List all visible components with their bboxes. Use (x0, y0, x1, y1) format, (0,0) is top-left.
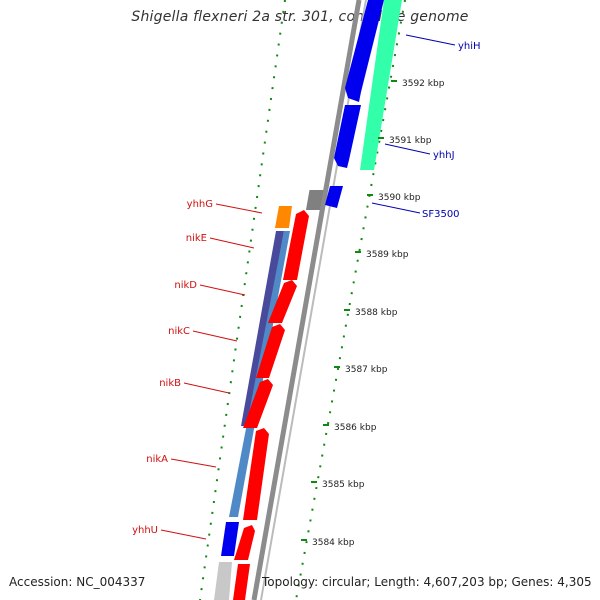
cds-nikD[interactable] (268, 280, 297, 323)
scale-labels: 3592 kbp 3591 kbp 3590 kbp 3589 kbp 3588 kbp… (301, 79, 445, 548)
scale-label-3587-kbp: 3587 kbp (345, 365, 388, 375)
leader-line-nikA (170, 458, 217, 468)
topology-text: Topology: circular; Length: 4,607,203 bp… (262, 575, 592, 589)
gene-label-nikD[interactable]: nikD (174, 280, 197, 291)
leader-line-nikE (209, 237, 255, 249)
genome-backbone (251, 0, 367, 600)
cds-nikE[interactable] (283, 210, 309, 280)
cds-yhhU-blue[interactable] (221, 522, 239, 556)
cds-nikC[interactable] (256, 324, 285, 378)
gene-label-nikE[interactable]: nikE (186, 233, 207, 244)
gene-label-nikB[interactable]: nikB (159, 378, 181, 389)
cds-nikB[interactable] (243, 379, 273, 428)
cds-sf3500-left[interactable] (325, 186, 343, 208)
scale-label-3592-kbp: 3592 kbp (402, 79, 445, 89)
cds-bottom-red[interactable] (233, 564, 250, 600)
scale-label-3590-kbp: 3590 kbp (378, 193, 421, 203)
scale-label-3586-kbp: 3586 kbp (334, 423, 377, 433)
gene-label-SF3500[interactable]: SF3500 (422, 209, 460, 220)
leader-line-yhiH (405, 34, 456, 46)
scale-label-3589-kbp: 3589 kbp (366, 250, 409, 260)
cds-mint-track[interactable] (360, 0, 402, 170)
leader-line-nikC (192, 330, 238, 342)
leader-line-yhhU (160, 529, 207, 540)
gene-label-yhhJ[interactable]: yhhJ (433, 150, 455, 161)
leader-line-SF3500 (371, 202, 421, 214)
gene-labels: yhiH yhhJ SF3500 yhhG nikE nikD nikC nikB nikA yh… (132, 34, 481, 540)
accession-text: Accession: NC_004337 (9, 575, 146, 589)
gene-label-nikA[interactable]: nikA (146, 454, 168, 465)
gene-label-yhhG[interactable]: yhhG (187, 199, 213, 210)
purple-track-stripe (241, 231, 284, 426)
scale-label-3588-kbp: 3588 kbp (355, 308, 398, 318)
scale-label-3584-kbp: 3584 kbp (312, 538, 355, 548)
outer-tick-ring (199, 0, 286, 600)
scale-label-3591-kbp: 3591 kbp (389, 136, 432, 146)
gene-label-nikC[interactable]: nikC (168, 326, 190, 337)
cds-yhiH-forward[interactable] (345, 0, 384, 102)
cds-yhhG[interactable] (275, 206, 292, 228)
leader-line-yhhG (215, 203, 263, 214)
gene-label-yhiH[interactable]: yhiH (458, 41, 481, 52)
leader-line-nikD (199, 284, 246, 296)
scale-label-3585-kbp: 3585 kbp (322, 480, 365, 490)
cds-sf3500[interactable] (305, 190, 324, 210)
cds-yhhU-red[interactable] (234, 525, 255, 560)
gene-label-yhhU[interactable]: yhhU (132, 525, 158, 536)
leader-line-nikB (183, 382, 230, 394)
leader-line-yhhJ (384, 143, 431, 155)
cds-yhhJ-forward[interactable] (334, 105, 361, 168)
cds-bottom-grey[interactable] (214, 562, 232, 600)
cds-nikA[interactable] (243, 428, 269, 520)
